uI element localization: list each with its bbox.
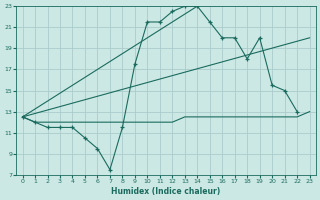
X-axis label: Humidex (Indice chaleur): Humidex (Indice chaleur): [111, 187, 221, 196]
